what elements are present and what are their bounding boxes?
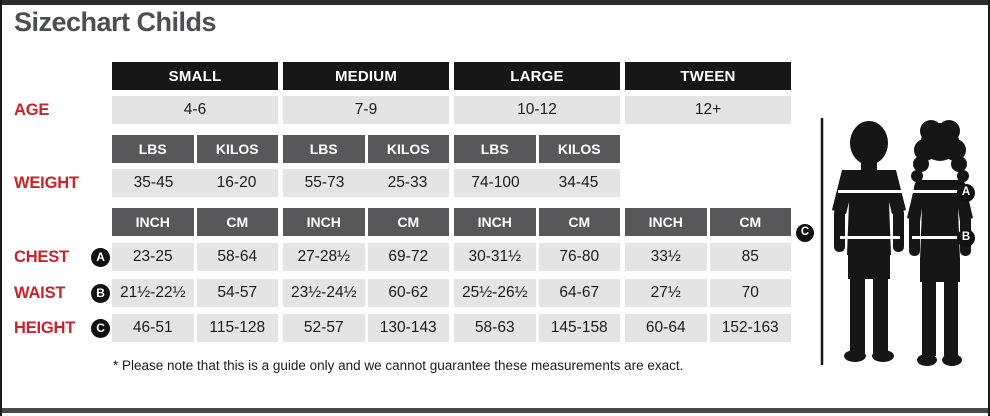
age-value-small: 4-6 [112,96,278,124]
row-label-weight: WEIGHT [14,169,110,197]
unit-inch-tween: INCH [625,208,707,236]
unit-cm-tween: CM [709,208,791,236]
height-cm-medium: 130-143 [367,314,449,342]
age-value-large: 10-12 [454,96,620,124]
weight-label: WEIGHT [14,173,79,192]
waist-label: WAIST [14,283,66,302]
chest-inch-tween: 33½ [625,243,707,271]
height-label: HEIGHT [14,318,76,337]
unit-inch-medium: INCH [283,208,365,236]
chest-inch-large: 30-31½ [454,243,536,271]
unit-cm-small: CM [196,208,278,236]
figure-marker-c: C [796,224,814,242]
unit-lbs-small: LBS [112,135,194,163]
chest-cm-tween: 85 [709,243,791,271]
size-header-large: LARGE [454,62,620,90]
height-cm-small: 115-128 [196,314,278,342]
waist-inch-medium: 23½-24½ [283,279,365,307]
marker-b-label: B [91,283,110,303]
boy-silhouette [832,121,906,362]
chest-measure-line-boy [838,190,902,193]
weight-units-row: LBS KILOS LBS KILOS LBS KILOS [112,135,620,163]
weight-lbs-medium: 55-73 [304,174,345,191]
chest-cm-small: 58-64 [196,243,278,271]
waist-cm-tween: 70 [709,279,791,307]
waist-inch-small: 21½-22½ [112,279,194,307]
weight-kilos-medium: 25-33 [387,174,428,191]
unit-inch-small: INCH [112,208,194,236]
height-inch-medium: 52-57 [283,314,365,342]
unit-inch-large: INCH [454,208,536,236]
row-label-age: AGE [14,96,110,124]
height-inch-tween: 60-64 [625,314,707,342]
right-border [988,0,990,416]
children-silhouette-graphic [820,118,973,366]
waist-row: 21½-22½ 54-57 23½-24½ 60-62 25½-26½ 64-6… [112,279,791,307]
height-cm-large: 145-158 [538,314,620,342]
figure-marker-a: A [957,184,975,202]
weight-kilos-large: 34-45 [558,174,599,191]
page-title: Sizechart Childs [14,7,217,37]
left-border [0,0,2,416]
size-header-small: SMALL [112,62,278,90]
chest-inch-small: 23-25 [112,243,194,271]
waist-inch-large: 25½-26½ [454,279,536,307]
unit-kilos-large: KILOS [538,135,620,163]
age-row: 4-6 7-9 10-12 12+ [112,96,791,124]
bottom-border-bar [0,408,990,413]
row-label-chest: CHEST A [14,243,110,271]
height-cm-tween: 152-163 [709,314,791,342]
height-row: 46-51 115-128 52-57 130-143 58-63 145-15… [112,314,791,342]
marker-a-label: A [91,247,110,267]
weight-row: 35-45 16-20 55-73 25-33 74-100 34-45 [112,169,620,197]
marker-c-label: C [91,318,110,338]
size-header-medium: MEDIUM [283,62,449,90]
measure-units-row: INCH CM INCH CM INCH CM INCH CM [112,208,791,236]
weight-lbs-large: 74-100 [471,174,520,191]
age-value-tween: 12+ [625,96,791,124]
unit-cm-large: CM [538,208,620,236]
footnote: * Please note that this is a guide only … [113,358,684,373]
age-label: AGE [14,100,50,119]
waist-inch-tween: 27½ [625,279,707,307]
unit-kilos-small: KILOS [196,135,278,163]
top-border-bar [0,0,990,5]
weight-kilos-small: 16-20 [216,174,257,191]
waist-cm-small: 54-57 [196,279,278,307]
waist-measure-line-girl [912,236,970,239]
size-header-row: SMALL MEDIUM LARGE TWEEN [112,62,791,90]
waist-cm-medium: 60-62 [367,279,449,307]
chest-label: CHEST [14,247,69,266]
waist-measure-line-boy [840,236,900,239]
unit-lbs-large: LBS [454,135,536,163]
waist-cm-large: 64-67 [538,279,620,307]
unit-cm-medium: CM [367,208,449,236]
weight-lbs-small: 35-45 [133,174,174,191]
row-label-waist: WAIST B [14,279,110,307]
age-value-medium: 7-9 [283,96,449,124]
chest-cm-large: 76-80 [538,243,620,271]
height-inch-small: 46-51 [112,314,194,342]
unit-lbs-medium: LBS [283,135,365,163]
chest-inch-medium: 27-28½ [283,243,365,271]
size-header-tween: TWEEN [625,62,791,90]
row-label-height: HEIGHT C [14,314,110,342]
chest-row: 23-25 58-64 27-28½ 69-72 30-31½ 76-80 33… [112,243,791,271]
figure-marker-b: B [957,229,975,247]
chest-measure-line-girl [910,190,972,193]
girl-silhouette [907,120,973,366]
height-inch-large: 58-63 [454,314,536,342]
chest-cm-medium: 69-72 [367,243,449,271]
children-silhouette [812,110,990,378]
unit-kilos-medium: KILOS [367,135,449,163]
